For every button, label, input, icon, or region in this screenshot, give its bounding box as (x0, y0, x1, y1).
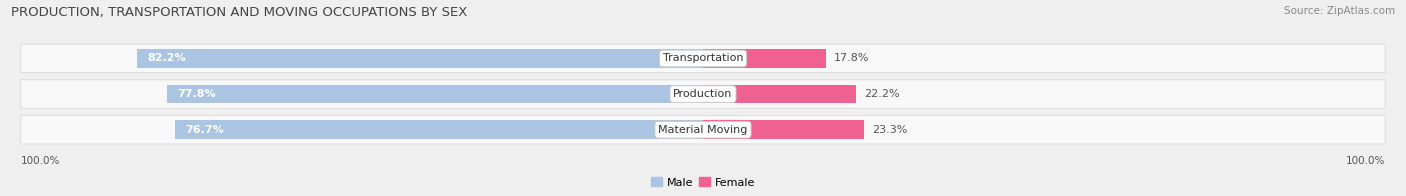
Bar (167, 85, 703, 103)
Bar (136, 49, 703, 68)
Text: Transportation: Transportation (662, 54, 744, 64)
Text: 100.0%: 100.0% (1346, 156, 1385, 166)
Text: PRODUCTION, TRANSPORTATION AND MOVING OCCUPATIONS BY SEX: PRODUCTION, TRANSPORTATION AND MOVING OC… (11, 6, 468, 19)
Text: Material Moving: Material Moving (658, 125, 748, 135)
Bar (174, 121, 703, 139)
FancyBboxPatch shape (21, 115, 1385, 144)
Text: 23.3%: 23.3% (872, 125, 907, 135)
FancyBboxPatch shape (21, 80, 1385, 108)
Text: Production: Production (673, 89, 733, 99)
Text: Source: ZipAtlas.com: Source: ZipAtlas.com (1284, 6, 1395, 16)
Text: 22.2%: 22.2% (865, 89, 900, 99)
Bar (703, 49, 825, 68)
Text: 77.8%: 77.8% (177, 89, 217, 99)
Text: 76.7%: 76.7% (186, 125, 224, 135)
Legend: Male, Female: Male, Female (647, 173, 759, 192)
Bar (703, 121, 863, 139)
Text: 82.2%: 82.2% (148, 54, 186, 64)
FancyBboxPatch shape (21, 44, 1385, 73)
Bar (703, 85, 856, 103)
Text: 17.8%: 17.8% (834, 54, 869, 64)
Text: 100.0%: 100.0% (21, 156, 60, 166)
